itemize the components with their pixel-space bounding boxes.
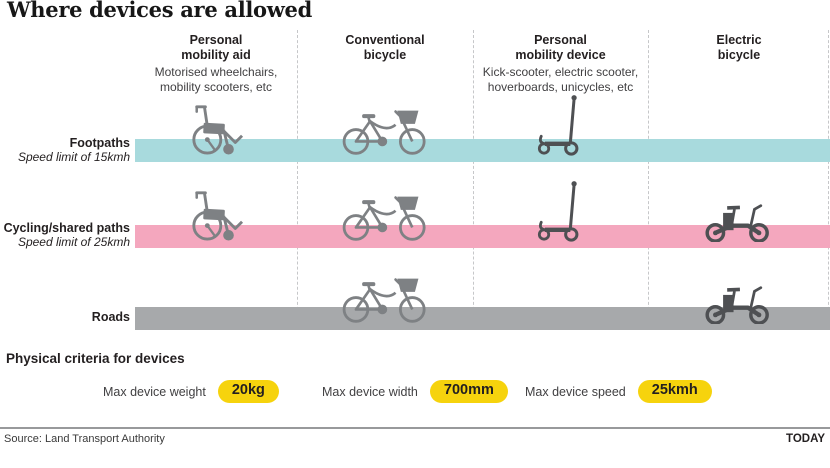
criterion-label: Max device speed (525, 384, 626, 399)
max-width-badge: 700mm (429, 380, 508, 403)
column-name: bicycle (717, 47, 761, 62)
row-speed-limit: Speed limit of 25kmh (17, 235, 130, 250)
today-logo: TODAY (786, 433, 825, 445)
column-divider-4 (828, 30, 829, 330)
cycling-paths-band (135, 225, 830, 248)
criterion-label: Max device weight (103, 384, 206, 399)
column-description: Motorised wheelchairs, mobility scooters… (154, 64, 278, 94)
bicycle-icon (341, 104, 429, 156)
row-name: Roads (91, 310, 130, 324)
column-header-electric-bicycle: Electric bicycle (648, 33, 830, 63)
bicycle-icon (341, 190, 429, 242)
criteria-heading: Physical criteria for devices (6, 351, 185, 366)
scooter-icon (532, 180, 588, 242)
wheelchair-icon (184, 188, 248, 242)
column-divider-3 (648, 30, 649, 330)
row-speed-limit: Speed limit of 15kmh (17, 150, 130, 165)
criterion-label: Max device width (322, 384, 418, 399)
page-title: Where devices are allowed (7, 0, 312, 22)
row-label-roads: Roads (0, 310, 130, 324)
max-speed-badge: 25kmh (637, 380, 712, 403)
row-name: Footpaths (69, 136, 130, 150)
scooter-icon (532, 94, 588, 156)
footpaths-band (135, 139, 830, 162)
row-label-footpaths: Footpaths Speed limit of 15kmh (0, 136, 130, 166)
column-name: Personal (534, 33, 587, 47)
roads-band (135, 307, 830, 330)
row-label-cycling-shared-paths: Cycling/shared paths Speed limit of 25km… (0, 221, 130, 251)
criterion-max-weight: Max device weight 20kg (103, 379, 279, 404)
column-divider-2 (473, 30, 474, 330)
column-header-conventional-bicycle: Conventional bicycle (297, 33, 473, 63)
column-name: Electric (716, 33, 762, 47)
bicycle-icon (341, 272, 429, 324)
column-header-personal-mobility-device: Personal mobility device Kick-scooter, e… (473, 33, 648, 95)
column-name: Conventional (345, 33, 425, 47)
footer-divider (0, 427, 830, 429)
row-name: Cycling/shared paths (3, 221, 130, 235)
column-header-personal-mobility-aid: Personal mobility aid Motorised wheelcha… (135, 33, 297, 95)
max-weight-badge: 20kg (217, 380, 279, 403)
criterion-max-speed: Max device speed 25kmh (525, 379, 712, 404)
column-name: Personal (189, 33, 243, 47)
criterion-max-width: Max device width 700mm (322, 379, 508, 404)
column-divider-1 (297, 30, 298, 330)
column-name: bicycle (363, 47, 407, 62)
source-credit: Source: Land Transport Authority (4, 433, 165, 445)
column-name: mobility device (515, 47, 606, 62)
wheelchair-icon (184, 102, 248, 156)
column-description: Kick-scooter, electric scooter, hoverboa… (482, 64, 639, 94)
ebike-icon (704, 202, 774, 242)
column-name: mobility aid (181, 47, 251, 62)
ebike-icon (704, 284, 774, 324)
